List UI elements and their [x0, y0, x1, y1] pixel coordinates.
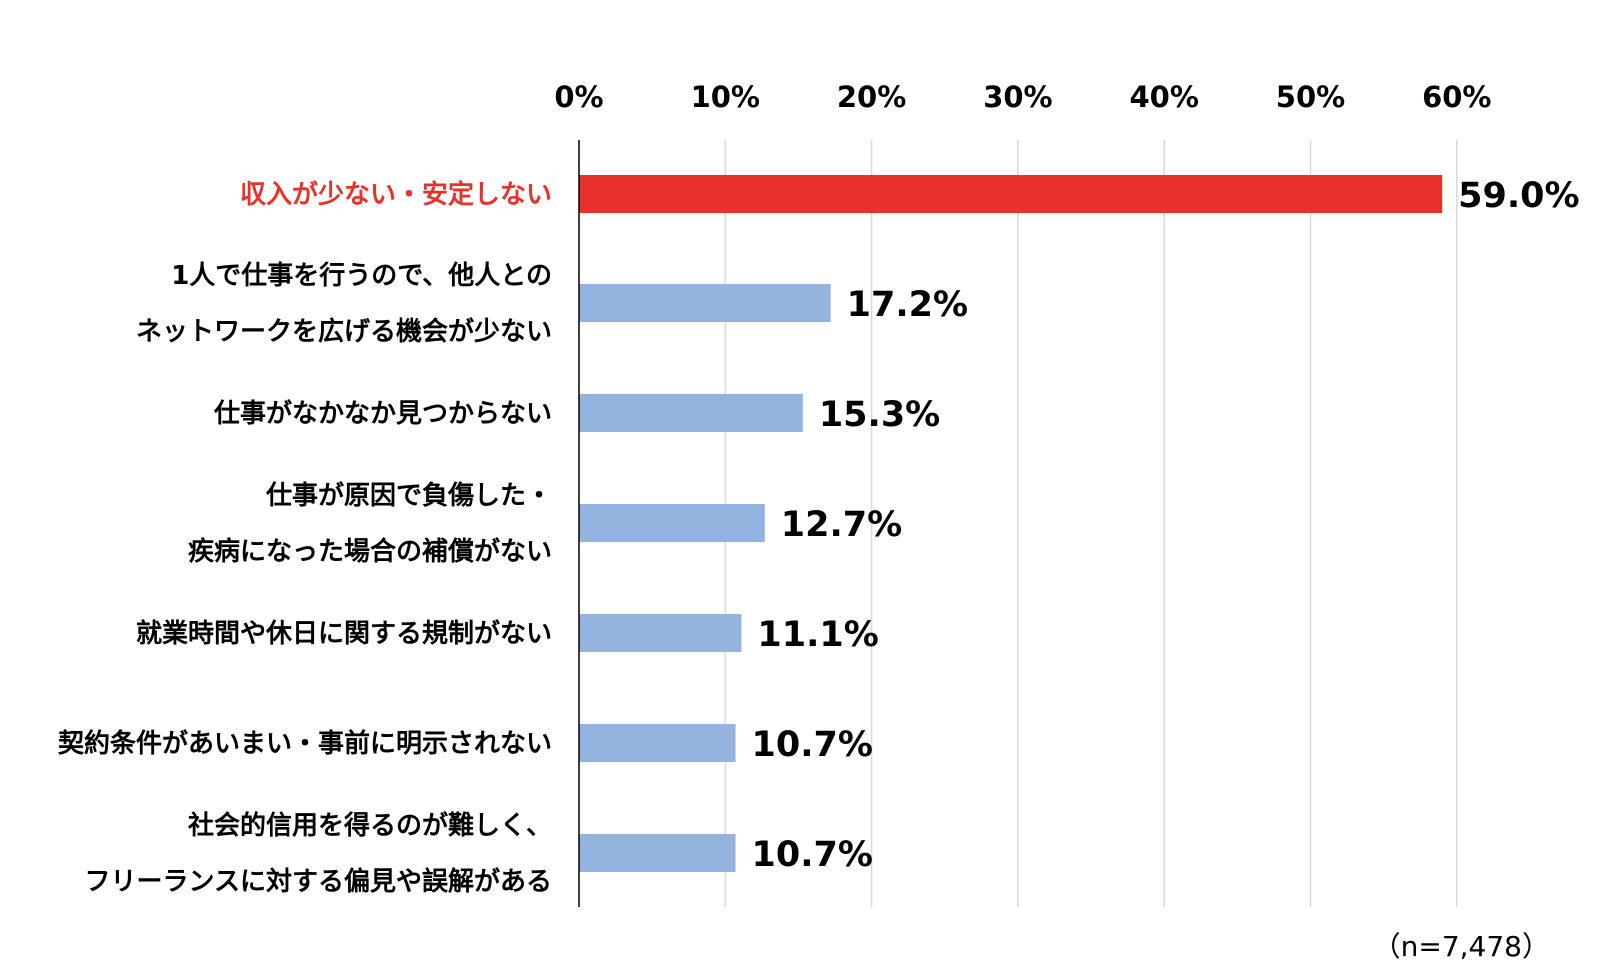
- x-tick-label: 50%: [1276, 80, 1345, 114]
- category-label: 契約条件があいまい・事前に明示されない: [57, 728, 552, 759]
- category-label: 疾病になった場合の補償がない: [188, 536, 552, 567]
- bar: [579, 394, 803, 432]
- category-label: 就業時間や休日に関する規制がない: [136, 618, 552, 649]
- value-label: 10.7%: [752, 835, 873, 875]
- category-label: 収入が少ない・安定しない: [240, 179, 552, 210]
- bar: [579, 504, 765, 542]
- value-label: 11.1%: [757, 615, 878, 655]
- value-label: 12.7%: [781, 505, 902, 545]
- x-tick-label: 10%: [691, 80, 760, 114]
- value-label: 17.2%: [847, 285, 968, 325]
- value-label: 15.3%: [819, 395, 940, 435]
- bars: [579, 175, 1443, 872]
- x-tick-label: 40%: [1129, 80, 1198, 114]
- gridlines: [724, 140, 1458, 907]
- category-label: フリーランスに対する偏見や誤解がある: [85, 866, 552, 897]
- x-tick-label: 20%: [837, 80, 906, 114]
- category-label: 仕事がなかなか見つからない: [213, 398, 552, 429]
- bar: [579, 834, 736, 872]
- bar: [579, 175, 1443, 213]
- category-label: 仕事が原因で負傷した・: [265, 480, 552, 511]
- value-label: 59.0%: [1458, 176, 1579, 216]
- category-label: ネットワークを広げる機会が少ない: [136, 316, 552, 347]
- x-tick-label: 60%: [1422, 80, 1491, 114]
- bar: [579, 614, 742, 652]
- value-label: 10.7%: [752, 725, 873, 765]
- category-label: 1人で仕事を行うので、他人との: [171, 260, 552, 291]
- category-label: 社会的信用を得るのが難しく、: [188, 810, 552, 841]
- bar: [579, 284, 831, 322]
- value-labels: 59.0% 17.2% 15.3% 12.7% 11.1% 10.7% 10.7%: [752, 176, 1580, 875]
- x-axis-ticks: 0% 10% 20% 30% 40% 50% 60%: [554, 80, 1491, 114]
- sample-size-note: （n=7,478）: [1372, 930, 1550, 963]
- category-labels: 収入が少ない・安定しない 1人で仕事を行うので、他人とのネットワークを広げる機会が…: [57, 179, 552, 897]
- x-tick-label: 0%: [554, 80, 603, 114]
- x-tick-label: 30%: [983, 80, 1052, 114]
- bar: [579, 724, 736, 762]
